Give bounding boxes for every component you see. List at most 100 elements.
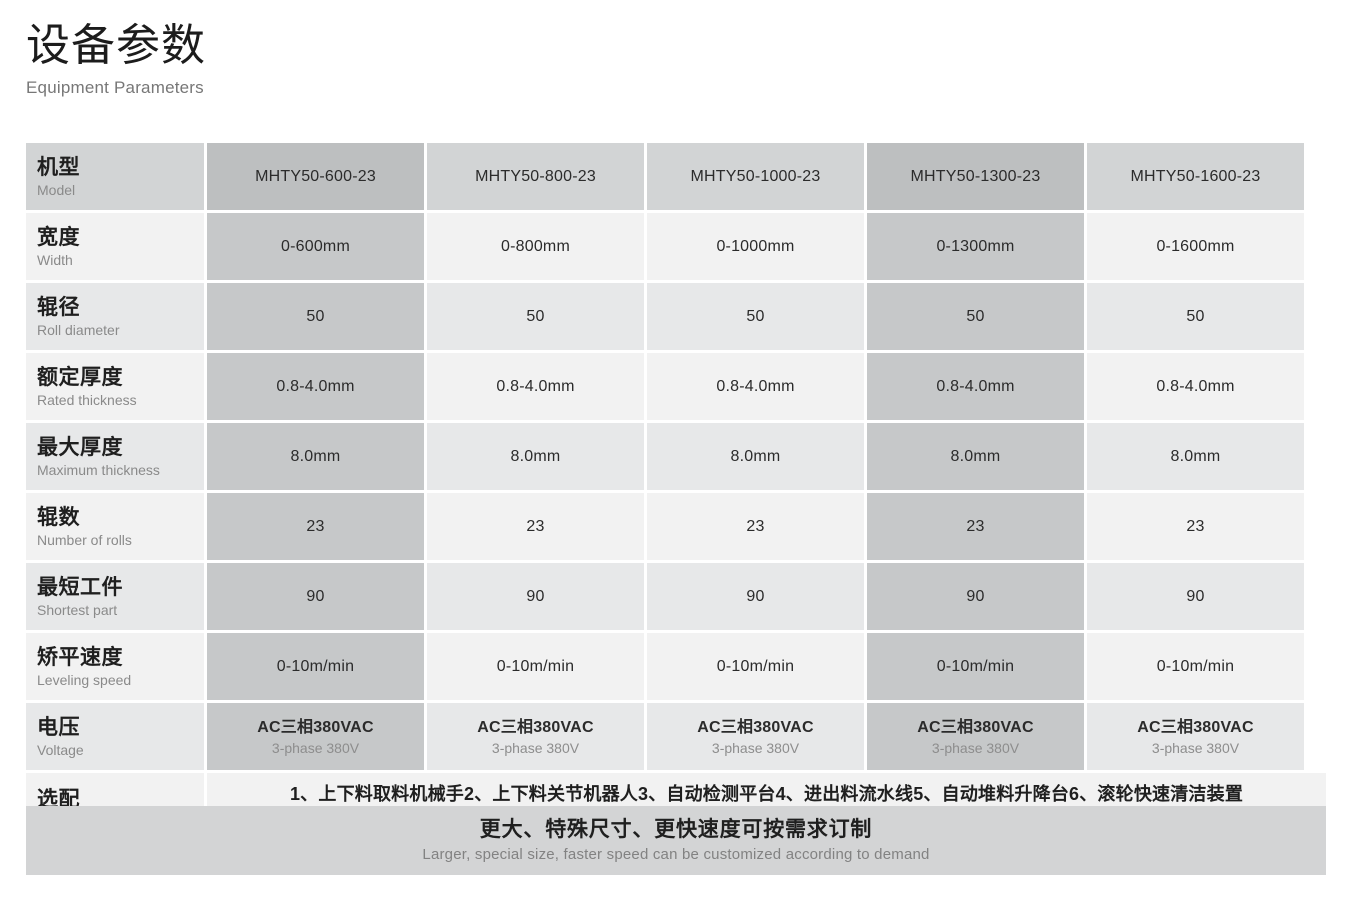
spec-value: AC三相380VAC — [1137, 718, 1254, 736]
spec-value: 8.0mm — [950, 447, 1001, 465]
spec-value-cell: 23 — [427, 493, 644, 560]
row-label: 最短工件 Shortest part — [26, 563, 204, 630]
spec-value: 0-10m/min — [716, 657, 795, 675]
row-label-en: Roll diameter — [37, 321, 120, 338]
model-header-cell[interactable]: MHTY50-600-23 — [207, 143, 424, 210]
row-label: 宽度 Width — [26, 213, 204, 280]
spec-value-cell: 0-1600mm — [1087, 213, 1304, 280]
model-header-cell[interactable]: MHTY50-1600-23 — [1087, 143, 1304, 210]
row-label-cn: 矫平速度 — [37, 645, 123, 669]
table-row: 辊数 Number of rolls 23 23 23 23 23 — [26, 493, 1326, 560]
model-header-cell[interactable]: MHTY50-1300-23 — [867, 143, 1084, 210]
row-label: 机型 Model — [26, 143, 204, 210]
page-title: 设备参数 Equipment Parameters — [26, 18, 726, 100]
spec-value: 90 — [746, 587, 765, 605]
spec-value-sub: 3-phase 380V — [711, 739, 800, 756]
model-header-cell[interactable]: MHTY50-800-23 — [427, 143, 644, 210]
spec-value: AC三相380VAC — [477, 718, 594, 736]
spec-value: 0.8-4.0mm — [276, 377, 355, 395]
row-label: 辊径 Roll diameter — [26, 283, 204, 350]
spec-value-cell: 23 — [1087, 493, 1304, 560]
spec-value: 50 — [746, 307, 765, 325]
row-label-cn: 辊径 — [37, 295, 80, 319]
table-row: 最大厚度 Maximum thickness 8.0mm 8.0mm 8.0mm 8.0m… — [26, 423, 1326, 490]
spec-value: 23 — [1186, 517, 1205, 535]
spec-value-cell: 0-10m/min — [647, 633, 864, 700]
row-label-en: Voltage — [37, 741, 84, 758]
spec-value-cell: 50 — [867, 283, 1084, 350]
spec-value: AC三相380VAC — [917, 718, 1034, 736]
table-row: 矫平速度 Leveling speed 0-10m/min 0-10m/min 0-10… — [26, 633, 1326, 700]
spec-value: AC三相380VAC — [697, 718, 814, 736]
customization-banner-cn: 更大、特殊尺寸、更快速度可按需求订制 — [479, 817, 873, 841]
spec-value-cell: 50 — [207, 283, 424, 350]
page-title-cn: 设备参数 — [26, 21, 206, 70]
row-label-cn: 辊数 — [37, 505, 80, 529]
spec-value-cell: 23 — [207, 493, 424, 560]
spec-value: 8.0mm — [730, 447, 781, 465]
spec-value: 23 — [306, 517, 325, 535]
row-label-cn: 选配 — [37, 788, 80, 811]
model-header-cell[interactable]: MHTY50-1000-23 — [647, 143, 864, 210]
row-label: 最大厚度 Maximum thickness — [26, 423, 204, 490]
spec-value-cell: 90 — [647, 563, 864, 630]
row-label-en: Rated thickness — [37, 391, 137, 408]
spec-value: 0-1300mm — [936, 237, 1015, 255]
spec-value-cell: 50 — [647, 283, 864, 350]
spec-value: 0-800mm — [501, 237, 570, 255]
spec-value-cell: 8.0mm — [647, 423, 864, 490]
row-label-en: Shortest part — [37, 601, 118, 618]
spec-value: 8.0mm — [510, 447, 561, 465]
spec-value-cell: AC三相380VAC 3-phase 380V — [647, 703, 864, 770]
row-label: 辊数 Number of rolls — [26, 493, 204, 560]
page-title-en: Equipment Parameters — [26, 78, 204, 97]
spec-value-cell: AC三相380VAC 3-phase 380V — [1087, 703, 1304, 770]
spec-value: 0.8-4.0mm — [716, 377, 795, 395]
optional-text-cn: 1、上下料取料机械手2、上下料关节机器人3、自动检测平台4、进出料流水线5、自动… — [289, 784, 1244, 804]
spec-value: 90 — [966, 587, 985, 605]
spec-value-cell: 8.0mm — [1087, 423, 1304, 490]
spec-value-cell: 0.8-4.0mm — [207, 353, 424, 420]
model-name: MHTY50-1600-23 — [1130, 167, 1261, 185]
spec-value-cell: 0-10m/min — [207, 633, 424, 700]
spec-value-cell: 90 — [867, 563, 1084, 630]
specification-table: 机型 Model MHTY50-600-23 MHTY50-800-23 MHTY50-… — [26, 143, 1326, 848]
spec-value: 8.0mm — [290, 447, 341, 465]
row-label-cn: 宽度 — [37, 225, 80, 249]
spec-value: 90 — [306, 587, 325, 605]
spec-value: 0.8-4.0mm — [496, 377, 575, 395]
spec-value: 0.8-4.0mm — [1156, 377, 1235, 395]
spec-value-sub: 3-phase 380V — [271, 739, 360, 756]
row-label-cn: 额定厚度 — [37, 365, 123, 389]
spec-value: AC三相380VAC — [257, 718, 374, 736]
table-row: 额定厚度 Rated thickness 0.8-4.0mm 0.8-4.0mm 0.8… — [26, 353, 1326, 420]
spec-value-cell: 50 — [1087, 283, 1304, 350]
spec-value: 0-10m/min — [496, 657, 575, 675]
model-name: MHTY50-800-23 — [475, 167, 596, 185]
spec-value: 23 — [746, 517, 765, 535]
spec-value-cell: 23 — [867, 493, 1084, 560]
table-row: 最短工件 Shortest part 90 90 90 90 90 — [26, 563, 1326, 630]
spec-value-cell: AC三相380VAC 3-phase 380V — [207, 703, 424, 770]
spec-value-cell: 0-1300mm — [867, 213, 1084, 280]
spec-value: 50 — [1186, 307, 1205, 325]
row-label: 电压 Voltage — [26, 703, 204, 770]
spec-value-sub: 3-phase 380V — [931, 739, 1020, 756]
spec-value: 0-600mm — [281, 237, 350, 255]
table-row: 辊径 Roll diameter 50 50 50 50 50 — [26, 283, 1326, 350]
row-label-en: Model — [37, 181, 76, 198]
spec-value: 23 — [966, 517, 985, 535]
spec-value-cell: 8.0mm — [427, 423, 644, 490]
spec-value-cell: 0-600mm — [207, 213, 424, 280]
spec-value-cell: 0-10m/min — [427, 633, 644, 700]
spec-value-cell: AC三相380VAC 3-phase 380V — [867, 703, 1084, 770]
row-label-en: Leveling speed — [37, 671, 132, 688]
row-label: 额定厚度 Rated thickness — [26, 353, 204, 420]
spec-value-cell: 8.0mm — [207, 423, 424, 490]
row-label-cn: 最大厚度 — [37, 435, 123, 459]
spec-value-cell: 0.8-4.0mm — [1087, 353, 1304, 420]
spec-value-cell: 0-1000mm — [647, 213, 864, 280]
spec-value-cell: AC三相380VAC 3-phase 380V — [427, 703, 644, 770]
row-label-cn: 电压 — [37, 715, 80, 739]
